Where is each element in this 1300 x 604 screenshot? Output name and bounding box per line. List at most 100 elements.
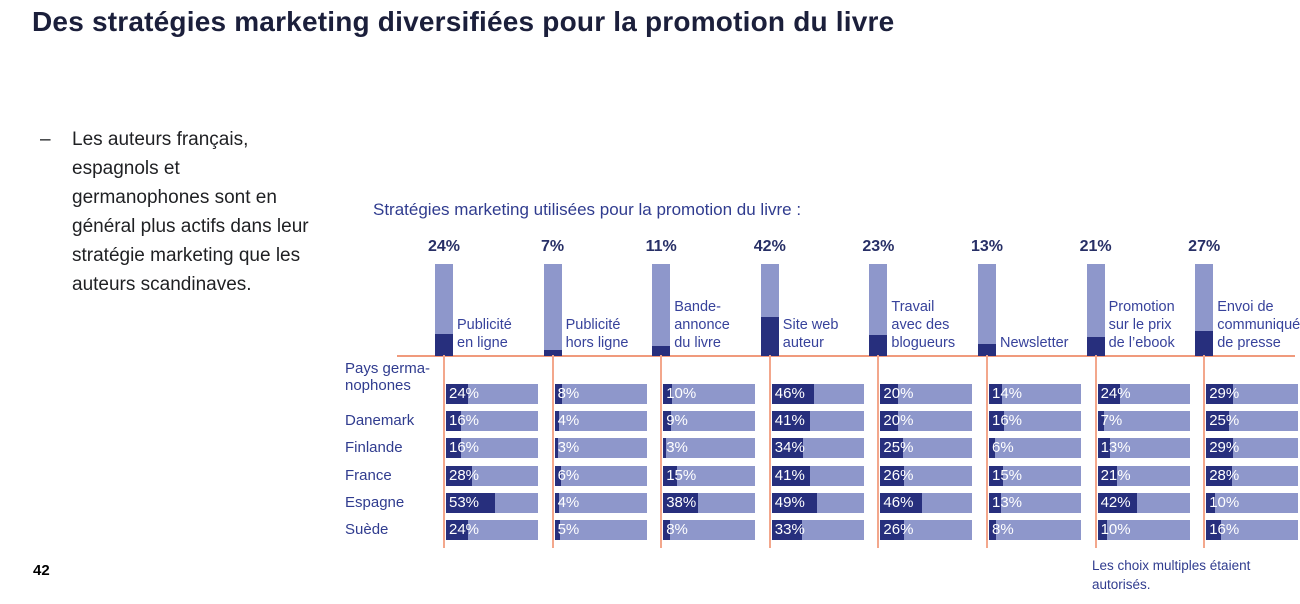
value-bar (880, 438, 973, 458)
column-total-label: 21% (1079, 238, 1112, 255)
column-total-bar-fill (1086, 337, 1105, 356)
value-bar (446, 493, 538, 513)
value-bar (880, 493, 973, 513)
column-label: Promotion sur le prix de l’ebook (1108, 299, 1175, 351)
value-bar-fill (989, 411, 1004, 431)
value-label: 21% (1100, 467, 1131, 484)
value-bar-fill (446, 384, 468, 404)
value-bar-fill (1097, 438, 1110, 458)
value-bar (989, 466, 1081, 486)
value-bar (1206, 493, 1299, 513)
value-bar-fill (1097, 384, 1120, 404)
value-label: 38% (666, 494, 697, 511)
value-bar (1206, 520, 1299, 540)
value-label: 4% (557, 412, 580, 429)
value-bar-fill (554, 520, 560, 540)
value-bar (880, 384, 973, 404)
value-bar (771, 493, 864, 513)
value-label: 9% (666, 412, 688, 429)
value-bar (663, 466, 756, 486)
value-bar-fill (989, 520, 996, 540)
column-total-bar-fill (760, 317, 779, 356)
value-bar (989, 493, 1081, 513)
value-label: 26% (883, 521, 914, 538)
value-label: 41% (774, 467, 805, 484)
value-label: 13% (992, 494, 1023, 511)
page-title: Des stratégies marketing diversifiées po… (32, 6, 895, 37)
value-label: 13% (1100, 439, 1131, 456)
value-bar (989, 520, 1081, 540)
value-label: 3% (557, 439, 580, 456)
column-total-label: 13% (970, 238, 1004, 255)
value-bar-fill (663, 411, 672, 431)
value-label: 8% (992, 521, 1014, 538)
value-bar (446, 438, 538, 458)
value-bar-fill (1097, 466, 1117, 486)
bullet-item: – Les auteurs français, espagnols et ger… (40, 125, 314, 299)
row-label: Finlande (345, 439, 403, 456)
value-bar (1097, 384, 1190, 404)
value-bar (771, 466, 864, 486)
value-label: 25% (1209, 412, 1240, 429)
value-bar (446, 466, 538, 486)
row-label: Danemark (345, 412, 415, 429)
value-bar (554, 466, 647, 486)
value-bar-fill (1206, 466, 1233, 486)
value-bar (880, 411, 973, 431)
value-bar-fill (989, 438, 995, 458)
value-bar-fill (663, 466, 678, 486)
column-label: Publicité hors ligne (565, 317, 629, 351)
value-bar (554, 520, 647, 540)
value-bar-fill (1206, 384, 1234, 404)
value-bar-fill (989, 493, 1001, 513)
value-bar (446, 384, 538, 404)
column-total-bar (435, 264, 453, 356)
column-separator (1203, 355, 1206, 548)
value-bar (663, 438, 756, 458)
value-label: 7% (1100, 412, 1123, 429)
column-total-bar-fill (543, 350, 562, 356)
value-bar (554, 493, 647, 513)
value-label: 10% (1209, 494, 1240, 511)
value-bar (554, 438, 647, 458)
value-bar-fill (880, 438, 904, 458)
value-bar-fill (880, 411, 899, 431)
column-total-bar (760, 264, 779, 356)
column-separator (443, 355, 445, 548)
row-label: Suède (345, 521, 389, 538)
value-bar (554, 384, 647, 404)
column-total-label: 23% (862, 238, 895, 255)
column-total-bar-fill (978, 344, 996, 356)
page-number: 42 (33, 562, 50, 579)
value-bar-fill (1097, 411, 1104, 431)
value-label: 28% (449, 467, 480, 484)
value-bar-fill (771, 493, 817, 513)
value-label: 46% (774, 385, 805, 402)
value-label: 16% (449, 439, 480, 456)
value-label: 10% (666, 385, 697, 402)
column-total-label: 27% (1188, 238, 1221, 255)
column-total-bar (1195, 264, 1214, 356)
column-separator (660, 355, 663, 548)
value-bar-fill (446, 466, 472, 486)
value-bar-fill (446, 493, 495, 513)
column-total-bar (652, 264, 671, 356)
value-bar (663, 493, 756, 513)
value-label: 33% (774, 521, 805, 538)
value-bar (1097, 438, 1190, 458)
value-bar (1206, 466, 1299, 486)
value-bar-fill (446, 520, 468, 540)
value-bar-fill (1206, 520, 1222, 540)
value-label: 26% (883, 467, 914, 484)
value-label: 16% (992, 412, 1023, 429)
column-separator (551, 355, 554, 548)
column-total-label: 42% (753, 238, 786, 255)
value-bar-fill (771, 438, 803, 458)
value-bar (989, 411, 1081, 431)
value-bar (663, 520, 756, 540)
column-total-bar-fill (435, 334, 453, 356)
value-label: 15% (992, 467, 1023, 484)
column-total-label: 11% (645, 238, 677, 255)
value-bar (1206, 384, 1299, 404)
